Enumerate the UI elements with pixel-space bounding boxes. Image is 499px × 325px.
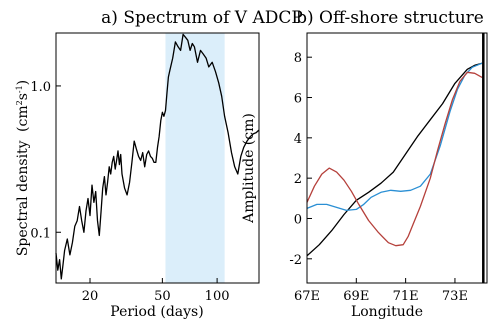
panel-b-y-tick-label-4: 6 xyxy=(294,92,302,107)
panel-b-series-line-0 xyxy=(306,62,483,257)
panel-a-spectrum: a) Spectrum of V ADCP 20 50 100 0.11.0 Per… xyxy=(15,8,303,320)
panel-a-y-axis-units-open: (cm xyxy=(15,105,31,132)
panel-a-series-layer xyxy=(55,33,260,280)
panel-b-y-axis-label: Amplitude (cm) xyxy=(241,113,257,224)
panel-a-y-tick-label-1: 1.0 xyxy=(30,80,51,95)
panel-a-x-tick-label-0: 20 xyxy=(82,289,99,304)
panel-a-y-tick-label-0: 0.1 xyxy=(30,226,51,241)
panel-b-title: b) Off-shore structure xyxy=(296,8,484,28)
panel-a-y-axis-units-mid: s xyxy=(15,93,31,100)
panel-a-x-ticks: 20 50 100 xyxy=(82,278,230,304)
panel-b-x-tick-label-2: 71E xyxy=(393,289,419,304)
panel-b-y-tick-label-3: 4 xyxy=(294,132,302,147)
panel-a-title: a) Spectrum of V ADCP xyxy=(101,8,303,28)
panel-a-y-axis-units-close: ) xyxy=(15,80,31,85)
panel-b-y-ticks: -2 0 2 4 6 8 xyxy=(289,51,312,268)
panel-a-plot-frame xyxy=(55,32,260,284)
panel-a-shaded-band-layer xyxy=(165,33,225,283)
panel-a-y-axis-units-sup2: -1 xyxy=(15,85,24,93)
panel-b-x-tick-label-1: 69E xyxy=(343,289,369,304)
panel-a-y-ticks: 0.1 1.0 xyxy=(30,80,61,241)
panel-a-x-axis-label: Period (days) xyxy=(110,304,203,320)
panel-a-y-axis-label-main: Spectral density xyxy=(15,140,31,256)
panel-b-x-axis-label: Longitude xyxy=(351,304,423,320)
panel-b-offshore-structure: b) Off-shore structure 67E 69E 71E 73E -2 0 2… xyxy=(241,8,488,320)
panel-a-shaded-band xyxy=(165,33,225,283)
panel-a-x-tick-label-2: 100 xyxy=(205,289,230,304)
panel-b-plot-frame xyxy=(306,32,488,284)
panel-a-y-axis-units-sup1: 2 xyxy=(15,100,24,105)
panel-b-y-tick-label-5: 8 xyxy=(294,51,302,66)
panel-b-series-layer xyxy=(306,62,483,257)
panel-b-x-tick-label-3: 73E xyxy=(442,289,468,304)
panel-a-series-line-0 xyxy=(55,33,260,280)
panel-b-y-tick-label-1: 0 xyxy=(294,212,302,227)
panel-b-y-tick-label-2: 2 xyxy=(294,172,302,187)
panel-a-x-tick-label-1: 50 xyxy=(154,289,171,304)
panel-b-y-tick-label-0: -2 xyxy=(289,253,302,268)
panel-b-x-ticks: 67E 69E 71E 73E xyxy=(294,278,468,304)
panel-b-series-line-1 xyxy=(306,62,483,212)
panel-a-y-axis-label: Spectral density (cm2s-1) xyxy=(15,80,31,256)
panel-b-x-tick-label-0: 67E xyxy=(294,289,320,304)
panel-b-series-line-2 xyxy=(306,71,483,247)
